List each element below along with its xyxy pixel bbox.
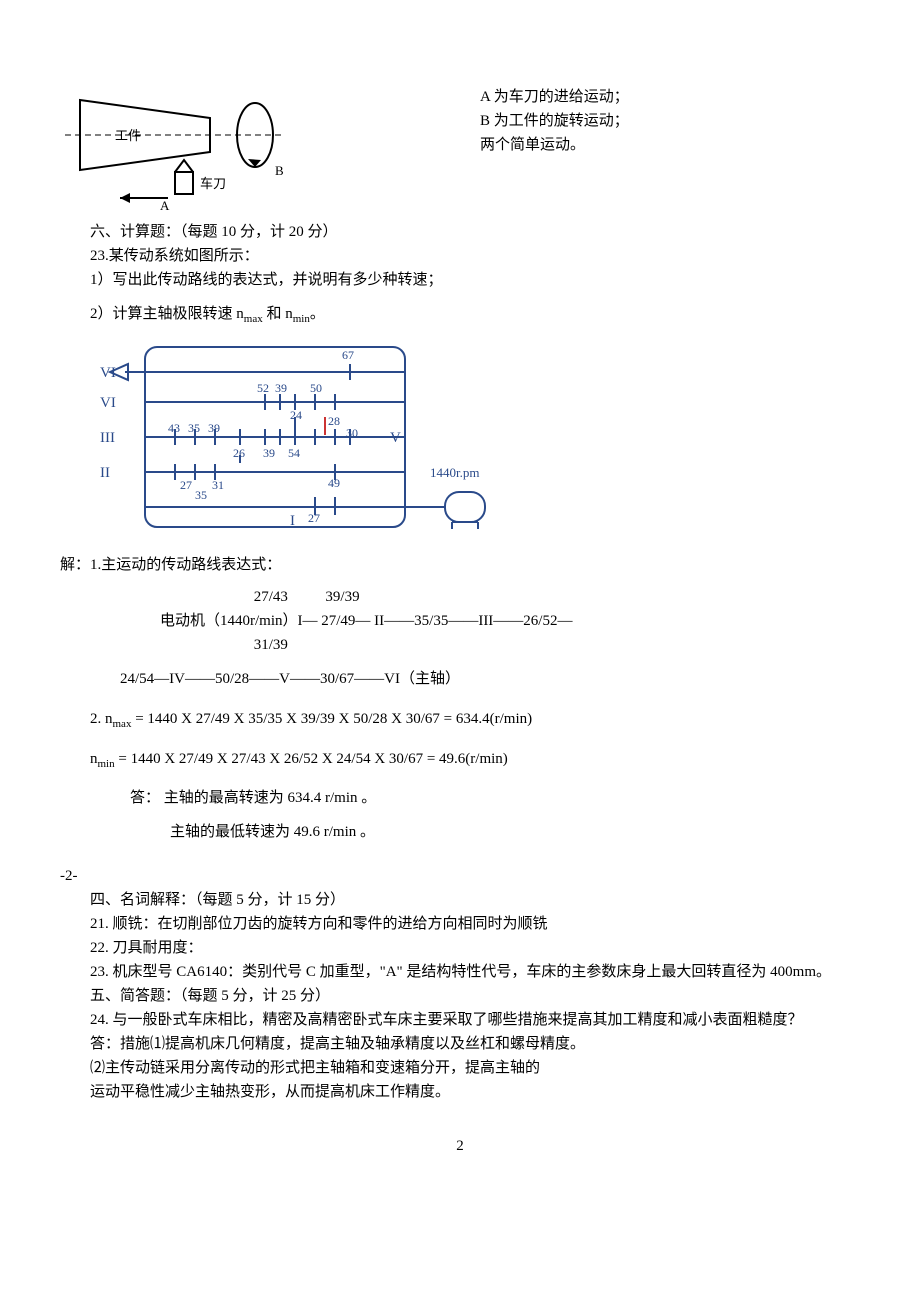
svg-text:35: 35 (188, 421, 200, 435)
svg-text:43: 43 (168, 421, 180, 435)
svg-text:24: 24 (290, 408, 302, 422)
svg-text:II: II (100, 465, 110, 481)
tool-label: 车刀 (200, 176, 226, 191)
eq-top: 27/43 39/39 (160, 585, 860, 609)
q24-ans-a: 答：措施⑴提高机床几何精度，提高主轴及轴承精度以及丝杠和螺母精度。 (60, 1032, 860, 1056)
figure-1-row: 工件 车刀 A B A 为车刀的进给运动； B 为工件的旋转运动； 两个简单运动… (60, 80, 860, 210)
svg-text:49: 49 (328, 476, 340, 490)
q23-def: 23. 机床型号 CA6140：类别代号 C 加重型，"A" 是结构特性代号，车… (60, 960, 860, 984)
label-B: B (275, 163, 284, 178)
note-a: A 为车刀的进给运动； (480, 85, 629, 109)
q24-ans-c: 运动平稳性减少主轴热变形，从而提高机床工作精度。 (60, 1080, 860, 1104)
svg-text:39: 39 (275, 381, 287, 395)
nmin-line: nmin = 1440 X 27/49 X 27/43 X 26/52 X 24… (90, 747, 860, 774)
eq-mid: 电动机（1440r/min）I— 27/49— II——35/35——III——… (160, 609, 860, 633)
section-4-heading: 四、名词解释：（每题 5 分，计 15 分） (60, 888, 860, 912)
svg-text:39: 39 (263, 446, 275, 460)
svg-text:V: V (390, 430, 401, 446)
workpiece-label: 工件 (115, 128, 141, 143)
page-number: 2 (60, 1134, 860, 1158)
equation-block: 27/43 39/39 电动机（1440r/min）I— 27/49— II——… (160, 585, 860, 657)
note-c: 两个简单运动。 (480, 133, 629, 157)
svg-text:VI: VI (100, 395, 116, 411)
eq-line2: 24/54—IV——50/28——V——30/67——VI（主轴） (120, 667, 860, 691)
svg-text:28: 28 (328, 414, 340, 428)
label-A: A (160, 198, 170, 210)
page-marker: -2- (60, 864, 860, 888)
figure-1: 工件 车刀 A B (60, 80, 300, 210)
svg-text:31: 31 (212, 478, 224, 492)
svg-text:30: 30 (346, 426, 358, 440)
q23-2: 2）计算主轴极限转速 nmax 和 nmin。 (60, 302, 860, 329)
motor-label: 1440r.pm (430, 465, 479, 480)
svg-text:27: 27 (308, 511, 320, 525)
answer-line-2: 主轴的最低转速为 49.6 r/min 。 (170, 820, 860, 844)
svg-text:50: 50 (310, 381, 322, 395)
figure-2: VI VI III II I V 67 52 39 (90, 337, 860, 545)
q23: 23.某传动系统如图所示： (60, 244, 860, 268)
q24: 24. 与一般卧式车床相比，精密及高精密卧式车床主要采取了哪些措施来提高其加工精… (60, 1008, 860, 1032)
answer-line-1: 答： 主轴的最高转速为 634.4 r/min 。 (130, 786, 860, 810)
svg-text:54: 54 (288, 446, 300, 460)
svg-text:27: 27 (180, 478, 192, 492)
note-b: B 为工件的旋转运动； (480, 109, 629, 133)
eq-bot: 31/39 (160, 633, 860, 657)
q22: 22. 刀具耐用度： (60, 936, 860, 960)
nmax-line: 2. nmax = 1440 X 27/49 X 35/35 X 39/39 X… (90, 707, 860, 734)
svg-text:39: 39 (208, 421, 220, 435)
svg-text:67: 67 (342, 348, 354, 362)
section-5-heading: 五、简答题：（每题 5 分，计 25 分） (60, 984, 860, 1008)
svg-text:III: III (100, 430, 115, 446)
q24-ans-b: ⑵主传动链采用分离传动的形式把主轴箱和变速箱分开，提高主轴的 (60, 1056, 860, 1080)
svg-text:35: 35 (195, 488, 207, 502)
svg-text:52: 52 (257, 381, 269, 395)
q23-1: 1）写出此传动路线的表达式，并说明有多少种转速； (60, 268, 860, 292)
section-6-heading: 六、计算题：（每题 10 分，计 20 分） (60, 220, 860, 244)
solution-head: 解：1.主运动的传动路线表达式： (60, 553, 860, 577)
q21: 21. 顺铣：在切削部位刀齿的旋转方向和零件的进给方向相同时为顺铣 (60, 912, 860, 936)
svg-text:I: I (290, 513, 295, 529)
svg-text:26: 26 (233, 446, 245, 460)
figure-1-notes: A 为车刀的进给运动； B 为工件的旋转运动； 两个简单运动。 (480, 80, 629, 157)
